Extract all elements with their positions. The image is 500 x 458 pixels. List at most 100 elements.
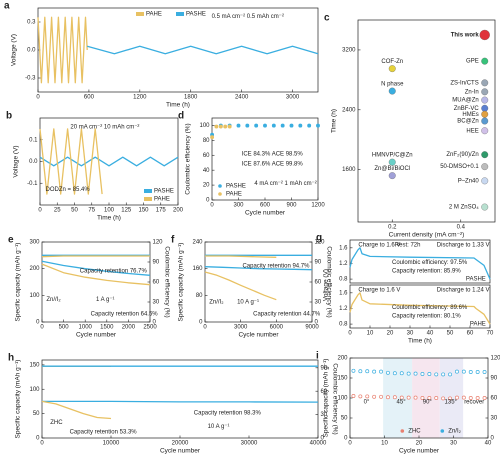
- x-tick-label: 10000: [103, 441, 120, 447]
- series-line: [205, 255, 277, 258]
- annotation: 1 A g⁻¹: [96, 297, 115, 303]
- panel-label: e: [8, 235, 14, 246]
- x-tick-label: 0: [348, 331, 352, 337]
- y-axis-label: Specific capacity (mAh g⁻¹): [15, 360, 22, 439]
- y-tick-label: 3200: [342, 48, 356, 54]
- legend-swatch: [400, 429, 405, 433]
- y-tick-label: 20: [203, 183, 210, 189]
- y2-axis-label: Coulombic efficiency (%): [163, 246, 170, 317]
- data-point: [307, 123, 312, 128]
- data-point: [406, 395, 411, 400]
- panel-label: i: [316, 351, 319, 362]
- y-tick-label: 0.1: [29, 137, 38, 143]
- point-label: ZnBF-VC: [454, 106, 480, 112]
- data-point: [441, 372, 446, 377]
- data-point: [263, 123, 267, 128]
- point-label: ZS-In/CTS: [450, 80, 478, 86]
- y-tick-label: -0.1: [27, 181, 38, 187]
- x-tick-label: 1200: [133, 95, 147, 101]
- y-tick-label: 60: [203, 153, 210, 159]
- annotation: ZHC: [50, 420, 63, 426]
- x-tick-label: 900: [286, 203, 297, 209]
- x-tick-label: 30: [450, 441, 457, 447]
- legend-label: ZHC: [408, 429, 421, 435]
- series-line: [39, 128, 103, 195]
- y-axis-label: Specific capacity (mAh g⁻¹): [178, 243, 185, 322]
- point-label: HMEs: [462, 112, 478, 118]
- legend-label: PAHE: [146, 12, 162, 18]
- x-tick-label: 175: [156, 208, 167, 214]
- data-point: [365, 394, 370, 399]
- data-point: [420, 372, 425, 376]
- y-tick-label: 150: [29, 362, 40, 368]
- x-tick-label: 30: [407, 331, 414, 337]
- data-point: [358, 369, 363, 374]
- plot-frame: [357, 19, 496, 223]
- data-point: [379, 369, 383, 374]
- annotation: Capacity retention 64.5%: [91, 312, 159, 318]
- annotation: 0°: [364, 400, 370, 406]
- x-tick-label: 600: [260, 203, 271, 209]
- data-point: [399, 371, 404, 376]
- annotation: 90°: [423, 400, 433, 406]
- x-tick-label: 0: [40, 325, 44, 331]
- x-axis-label: Current density (mA cm⁻²): [389, 232, 465, 239]
- annotation: ICE 87.6% ACE 99.8%: [242, 161, 304, 167]
- data-point: [475, 396, 480, 400]
- data-point: [481, 163, 489, 171]
- y-tick-label: 0: [36, 436, 40, 442]
- annotation: Charge to 1.6 V: [358, 288, 400, 294]
- legend-swatch: [176, 12, 184, 16]
- y2-tick-label: 0: [315, 320, 319, 326]
- x-tick-label: 0: [36, 95, 40, 101]
- y-axis-label: Specific capacity (mAh g⁻¹): [323, 359, 330, 438]
- y-tick-label: 80: [203, 138, 210, 144]
- y2-tick-label: 30: [315, 300, 322, 306]
- series-line: [41, 400, 112, 420]
- annotation: 20 mA cm⁻² 10 mAh cm⁻²: [70, 124, 139, 130]
- series-line: [42, 400, 319, 403]
- annotation: 10 A g⁻¹: [208, 424, 230, 430]
- x-tick-label: 25: [54, 208, 61, 214]
- series-line: [41, 263, 151, 286]
- annotation: Coulombic efficiency: 97.5%: [392, 260, 468, 266]
- x-tick-label: 2400: [235, 95, 249, 101]
- x-tick-label: 40000: [310, 441, 327, 447]
- y-tick-label: 1.2: [339, 306, 348, 312]
- y-tick-label: 150: [337, 376, 348, 382]
- data-point: [210, 135, 215, 140]
- data-point: [236, 123, 241, 128]
- y-tick-label: 0: [199, 320, 203, 326]
- point-label: Zn-In: [465, 89, 479, 95]
- point-label: HMNVP/C@Zn: [372, 153, 413, 159]
- annotation: Capacity retention 53.3%: [70, 429, 138, 435]
- y-tick-label: 100: [29, 293, 40, 299]
- data-point: [468, 370, 473, 374]
- y2-tick-label: 0: [321, 436, 325, 442]
- annotation: PASHE: [466, 276, 486, 282]
- y2-tick-label: 90: [153, 260, 160, 266]
- annotation: Capacity retention 76.7%: [80, 268, 148, 274]
- annotation: Capacity retention: 80.1%: [392, 314, 461, 320]
- y-axis-label: Voltage (V): [13, 145, 20, 177]
- panel-label: a: [4, 1, 10, 12]
- y2-tick-label: 90: [491, 376, 498, 382]
- y-tick-label: 300: [29, 240, 40, 246]
- y-tick-label: 0: [36, 320, 40, 326]
- x-tick-label: 1500: [100, 325, 114, 331]
- point-label: GPE: [466, 59, 479, 65]
- y-tick-label: 100: [199, 123, 210, 129]
- panel-label: h: [8, 353, 14, 364]
- legend-swatch: [440, 429, 445, 433]
- point-label: P–Zn40: [458, 178, 480, 184]
- series-line: [39, 156, 179, 167]
- y-axis-label: Voltage (V): [11, 34, 18, 66]
- legend-swatch: [144, 197, 152, 201]
- x-tick-label: 0: [203, 325, 207, 331]
- y-tick-label: 0.3: [27, 20, 36, 26]
- legend-label: PASHE: [226, 184, 246, 190]
- plot-frame: [349, 239, 491, 284]
- y-axis-label: Coulombic efficiency (%): [185, 123, 192, 194]
- y-tick-label: 50: [33, 411, 40, 417]
